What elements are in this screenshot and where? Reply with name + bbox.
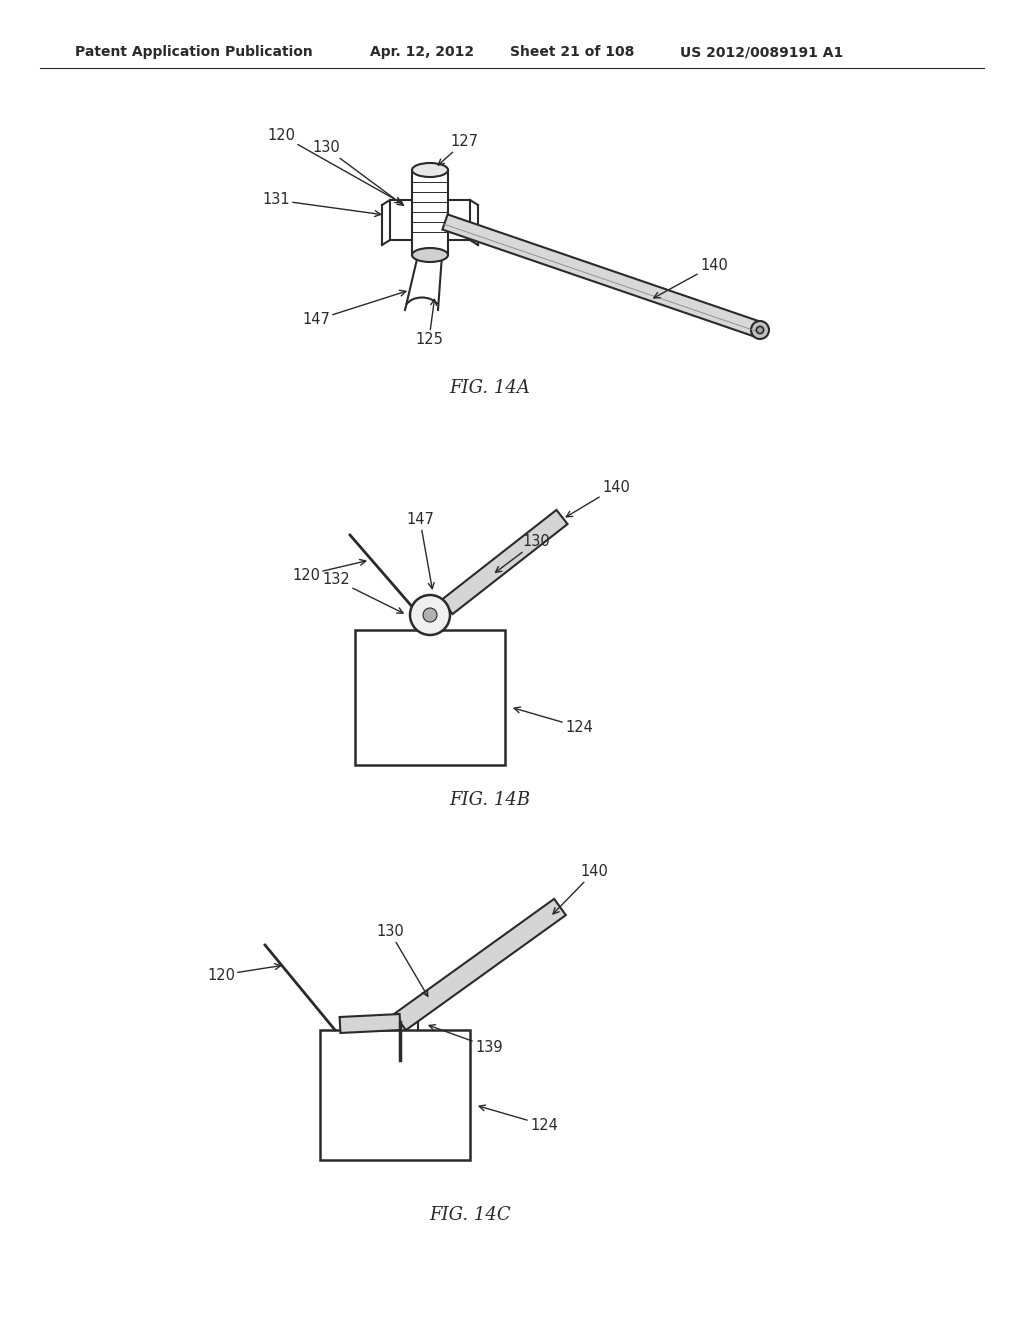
Polygon shape — [340, 1014, 400, 1034]
Text: 140: 140 — [653, 257, 728, 298]
Text: 130: 130 — [376, 924, 428, 997]
Text: Apr. 12, 2012: Apr. 12, 2012 — [370, 45, 474, 59]
Text: 120: 120 — [267, 128, 401, 203]
Text: Patent Application Publication: Patent Application Publication — [75, 45, 312, 59]
Text: 130: 130 — [312, 140, 403, 206]
Text: FIG. 14C: FIG. 14C — [429, 1206, 511, 1224]
Circle shape — [423, 609, 437, 622]
Text: 130: 130 — [496, 535, 550, 573]
Text: 125: 125 — [415, 300, 442, 347]
Bar — [355, 630, 505, 766]
Text: US 2012/0089191 A1: US 2012/0089191 A1 — [680, 45, 843, 59]
Text: 124: 124 — [479, 1105, 558, 1133]
Text: FIG. 14B: FIG. 14B — [450, 791, 530, 809]
Text: 127: 127 — [438, 135, 478, 165]
Text: Sheet 21 of 108: Sheet 21 of 108 — [510, 45, 635, 59]
Text: 139: 139 — [429, 1024, 503, 1055]
Ellipse shape — [412, 162, 449, 177]
Circle shape — [757, 326, 764, 334]
Circle shape — [751, 321, 769, 339]
Ellipse shape — [412, 248, 449, 261]
Text: 131: 131 — [262, 193, 381, 216]
Text: 120: 120 — [292, 560, 366, 582]
Circle shape — [410, 595, 450, 635]
Text: 132: 132 — [323, 573, 403, 612]
Polygon shape — [441, 510, 567, 614]
Text: 147: 147 — [407, 512, 434, 589]
Bar — [319, 1030, 470, 1160]
Polygon shape — [442, 214, 763, 338]
Text: FIG. 14A: FIG. 14A — [450, 379, 530, 397]
Text: 140: 140 — [566, 479, 630, 517]
Text: 120: 120 — [207, 964, 281, 982]
Text: 124: 124 — [514, 708, 593, 734]
Text: 147: 147 — [302, 290, 406, 327]
Polygon shape — [394, 899, 566, 1030]
Text: 140: 140 — [553, 865, 608, 913]
